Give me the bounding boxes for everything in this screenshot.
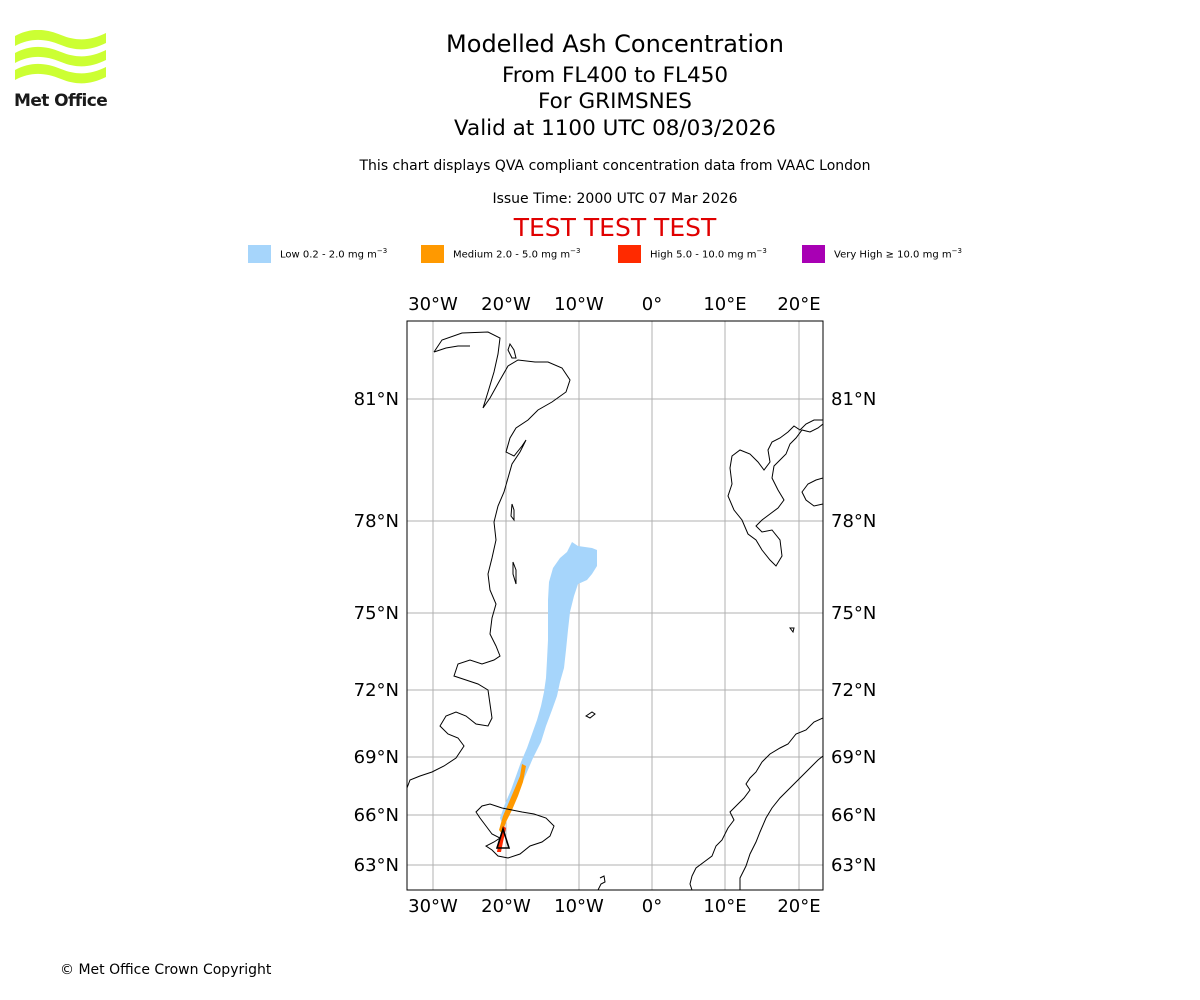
ash-plume-low bbox=[500, 542, 597, 826]
test-banner: TEST TEST TEST bbox=[513, 213, 717, 242]
coastline-island-b bbox=[510, 503, 515, 522]
lon-label: 20°W bbox=[481, 294, 531, 315]
legend-swatch-medium bbox=[421, 245, 444, 263]
legend: Low 0.2 - 2.0 mg m−3 Medium 2.0 - 5.0 mg… bbox=[0, 244, 1200, 264]
coastline-island-a bbox=[507, 342, 517, 359]
flight-level-range: From FL400 to FL450 bbox=[501, 63, 729, 88]
lon-labels-bottom: 30°W 20°W 10°W 0° 10°E 20°E bbox=[408, 896, 820, 917]
legend-item-medium: Medium 2.0 - 5.0 mg m−3 bbox=[421, 244, 580, 264]
lon-label: 10°E bbox=[703, 294, 746, 315]
coastline-bear-island bbox=[789, 627, 795, 634]
lon-label: 20°E bbox=[777, 896, 820, 917]
chart-title: Modelled Ash Concentration bbox=[446, 30, 784, 58]
map-graticule bbox=[407, 321, 823, 890]
lat-label: 66°N bbox=[354, 805, 399, 826]
lon-labels-top: 30°W 20°W 10°W 0° 10°E 20°E bbox=[408, 294, 820, 315]
copyright-notice: © Met Office Crown Copyright bbox=[60, 962, 272, 978]
lat-label: 81°N bbox=[354, 389, 399, 410]
lat-label: 81°N bbox=[831, 389, 876, 410]
ash-plume-medium bbox=[499, 764, 526, 834]
lat-label: 75°N bbox=[831, 603, 876, 624]
legend-label-very-high: Very High ≥ 10.0 mg m−3 bbox=[834, 247, 962, 261]
lon-label: 20°E bbox=[777, 294, 820, 315]
lon-label: 30°W bbox=[408, 896, 458, 917]
lat-label: 72°N bbox=[831, 680, 876, 701]
met-office-waves-icon bbox=[15, 29, 106, 84]
coastline-faroes bbox=[597, 875, 606, 890]
lon-label: 30°W bbox=[408, 294, 458, 315]
coastline-iceland bbox=[475, 803, 555, 859]
legend-item-low: Low 0.2 - 2.0 mg m−3 bbox=[248, 244, 387, 264]
lat-label: 69°N bbox=[354, 747, 399, 768]
volcano-marker-icon bbox=[495, 826, 511, 849]
coastline-svalbard-east bbox=[801, 477, 823, 507]
coastline-greenland-north bbox=[407, 331, 571, 789]
lat-label: 78°N bbox=[831, 511, 876, 532]
lat-labels-left: 81°N 78°N 75°N 72°N 69°N 66°N 63°N bbox=[354, 389, 399, 876]
legend-label-medium: Medium 2.0 - 5.0 mg m−3 bbox=[453, 247, 581, 261]
lon-label: 0° bbox=[642, 294, 662, 315]
legend-item-very-high: Very High ≥ 10.0 mg m−3 bbox=[802, 244, 962, 264]
coastline-norway bbox=[689, 717, 823, 890]
met-office-logo-text: Met Office bbox=[14, 91, 108, 111]
lat-label: 72°N bbox=[354, 680, 399, 701]
lat-label: 63°N bbox=[831, 855, 876, 876]
lat-label: 78°N bbox=[354, 511, 399, 532]
coastlines bbox=[407, 331, 823, 890]
issue-time: Issue Time: 2000 UTC 07 Mar 2026 bbox=[492, 191, 738, 207]
lat-label: 63°N bbox=[354, 855, 399, 876]
coastline-island-c bbox=[512, 561, 517, 585]
legend-item-high: High 5.0 - 10.0 mg m−3 bbox=[618, 244, 767, 264]
chart-description: This chart displays QVA compliant concen… bbox=[359, 158, 871, 174]
coastline-jan-mayen bbox=[585, 711, 596, 719]
legend-label-high: High 5.0 - 10.0 mg m−3 bbox=[650, 247, 767, 261]
lat-labels-right: 81°N 78°N 75°N 72°N 69°N 66°N 63°N bbox=[831, 389, 876, 876]
lon-label: 10°W bbox=[554, 896, 604, 917]
valid-time: Valid at 1100 UTC 08/03/2026 bbox=[453, 116, 776, 141]
lon-label: 0° bbox=[642, 896, 662, 917]
map-frame bbox=[406, 320, 824, 891]
legend-swatch-high bbox=[618, 245, 641, 263]
legend-label-low: Low 0.2 - 2.0 mg m−3 bbox=[280, 247, 388, 261]
lat-label: 75°N bbox=[354, 603, 399, 624]
legend-swatch-very-high bbox=[802, 245, 825, 263]
coastline-svalbard bbox=[727, 419, 823, 567]
lon-label: 10°E bbox=[703, 896, 746, 917]
lat-label: 66°N bbox=[831, 805, 876, 826]
volcano-name: For GRIMSNES bbox=[538, 89, 692, 114]
lon-label: 20°W bbox=[481, 896, 531, 917]
lon-label: 10°W bbox=[554, 294, 604, 315]
legend-swatch-low bbox=[248, 245, 271, 263]
lat-label: 69°N bbox=[831, 747, 876, 768]
met-office-logo: Met Office bbox=[14, 29, 109, 112]
